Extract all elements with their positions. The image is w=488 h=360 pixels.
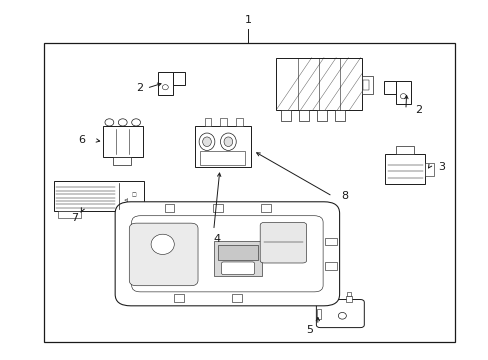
Bar xyxy=(346,296,352,302)
Bar xyxy=(54,181,144,211)
Bar xyxy=(172,72,184,85)
Bar xyxy=(112,157,130,165)
Text: 2: 2 xyxy=(415,105,422,115)
Ellipse shape xyxy=(151,234,174,255)
Bar xyxy=(396,146,413,154)
FancyBboxPatch shape xyxy=(221,262,254,275)
Text: 6: 6 xyxy=(79,135,85,145)
Bar xyxy=(174,294,183,302)
Text: 7: 7 xyxy=(71,213,78,223)
Bar xyxy=(44,43,454,342)
Bar xyxy=(385,154,425,184)
Text: ⊲: ⊲ xyxy=(123,198,128,203)
Bar xyxy=(232,294,242,302)
Ellipse shape xyxy=(199,133,214,150)
FancyBboxPatch shape xyxy=(316,300,364,328)
Bar xyxy=(164,204,174,212)
Bar xyxy=(158,72,172,95)
Text: 4: 4 xyxy=(213,234,220,244)
Ellipse shape xyxy=(131,119,140,126)
Bar xyxy=(200,151,245,165)
Text: 8: 8 xyxy=(341,191,347,201)
Bar xyxy=(281,110,290,121)
Bar xyxy=(220,118,227,126)
FancyBboxPatch shape xyxy=(131,216,323,292)
Ellipse shape xyxy=(105,119,114,126)
Bar xyxy=(102,126,142,157)
Bar xyxy=(213,241,262,276)
Bar xyxy=(361,76,372,94)
Ellipse shape xyxy=(118,119,127,126)
Bar xyxy=(363,80,368,90)
Ellipse shape xyxy=(162,85,168,90)
Bar xyxy=(395,81,410,104)
Bar xyxy=(299,110,308,121)
Text: □: □ xyxy=(131,192,136,197)
Ellipse shape xyxy=(224,137,232,147)
Ellipse shape xyxy=(220,133,236,150)
Bar xyxy=(204,118,211,126)
Bar xyxy=(217,245,258,260)
Bar xyxy=(383,81,395,94)
Bar xyxy=(335,110,344,121)
Bar xyxy=(194,126,250,167)
Bar xyxy=(327,296,334,302)
Bar xyxy=(324,238,337,245)
Ellipse shape xyxy=(400,94,406,99)
Bar xyxy=(425,163,433,176)
Bar xyxy=(58,211,81,218)
Bar xyxy=(236,118,243,126)
Bar xyxy=(328,292,332,296)
Text: 3: 3 xyxy=(437,162,444,172)
FancyBboxPatch shape xyxy=(260,222,306,263)
Ellipse shape xyxy=(202,137,211,147)
Text: 2: 2 xyxy=(136,83,142,93)
Text: 1: 1 xyxy=(244,15,251,25)
Bar xyxy=(316,309,321,319)
Ellipse shape xyxy=(338,312,346,319)
Bar xyxy=(317,110,326,121)
Text: 5: 5 xyxy=(305,325,312,336)
FancyBboxPatch shape xyxy=(115,202,339,306)
FancyBboxPatch shape xyxy=(129,223,198,286)
Bar xyxy=(346,292,350,296)
Bar xyxy=(261,204,270,212)
Bar xyxy=(212,204,222,212)
Bar xyxy=(324,262,337,270)
Bar xyxy=(276,58,361,110)
